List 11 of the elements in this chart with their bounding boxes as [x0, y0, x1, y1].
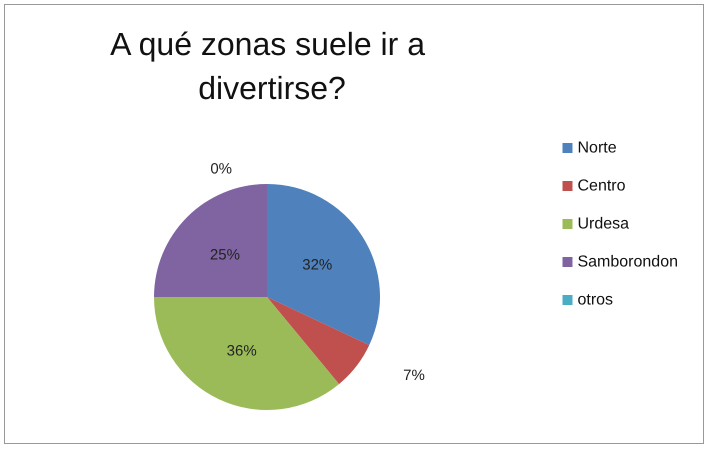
- legend-label: Centro: [577, 178, 626, 194]
- chart-title: A qué zonas suele ir a divertirse?: [110, 26, 434, 106]
- text: 0%: [210, 160, 232, 178]
- data-label: 7%: [403, 366, 425, 384]
- legend-label: Samborondon: [577, 254, 678, 270]
- legend-label: Norte: [577, 140, 617, 156]
- data-label: 32%: [302, 256, 332, 274]
- data-label: 36%: [226, 342, 257, 360]
- data-label: 25%: [210, 246, 240, 264]
- legend-label: otros: [577, 292, 614, 308]
- legend-label: Urdesa: [577, 216, 630, 232]
